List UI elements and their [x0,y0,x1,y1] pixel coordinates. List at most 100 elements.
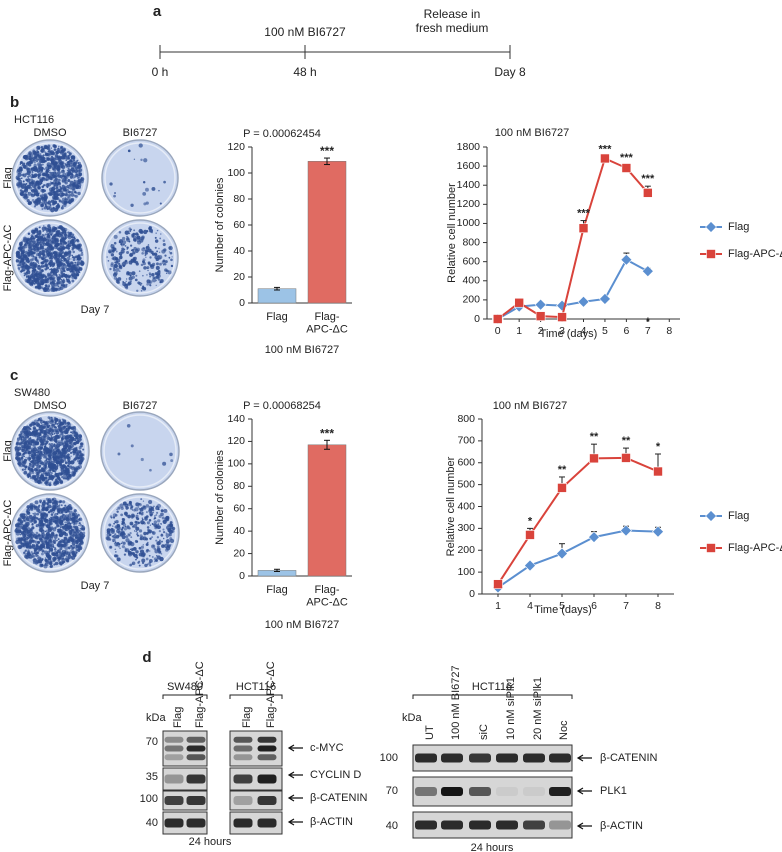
colony [48,528,52,533]
blot-caption: 24 hours [471,842,514,852]
colony [40,474,43,477]
colony [125,506,129,510]
y-tick-label: 1600 [457,160,481,172]
colony [116,524,119,527]
colony [36,278,40,282]
colony [61,418,64,421]
colony [140,520,145,525]
colony [70,544,74,548]
colony [162,537,165,540]
colony [33,163,37,167]
colony [141,552,146,557]
colony [45,497,49,501]
plate [10,493,90,573]
colony [130,444,134,448]
colony [153,265,155,267]
colony [67,539,70,542]
colony [44,236,46,239]
colony [33,550,38,555]
x-tick-label: 0 [495,325,501,337]
colony [64,444,68,448]
colony [25,240,29,243]
colony [53,548,57,551]
colony [160,233,162,235]
plate-caption: Day 7 [81,304,110,316]
colony [72,525,76,529]
colony [67,161,70,164]
colony [56,422,59,425]
colony [134,539,138,543]
colony [76,545,78,548]
colony [78,450,82,454]
colony [171,256,173,258]
colony [109,546,112,549]
colony [68,463,70,466]
colony [50,233,52,236]
colony [114,533,117,536]
colony [44,512,47,515]
colony [62,254,66,259]
protein-label: β-ACTIN [600,820,643,832]
colony [60,454,64,459]
kda-marker: 70 [386,785,398,797]
colony [68,194,70,197]
colony [64,457,67,459]
colony [63,242,66,244]
colony [73,434,76,437]
colony [48,420,51,423]
colony [41,446,44,448]
colony [145,256,147,259]
colony [40,181,43,184]
colony [53,546,55,548]
colony [31,552,34,555]
colony [121,251,123,254]
colony [41,425,46,430]
colony [144,254,147,257]
x-axis-label: Time (days) [540,328,598,340]
colony [62,237,67,241]
colony [147,530,151,534]
colony [76,453,79,456]
marker [706,249,716,259]
y-tick-label: 40 [233,245,245,257]
y-tick-label: 100 [227,458,245,470]
colony [41,479,44,481]
colony [73,452,75,454]
colony [74,169,78,174]
colony [120,542,123,545]
colony [36,275,38,277]
colony [161,516,165,520]
colony [42,230,45,232]
colony [113,234,118,239]
colony [46,246,50,249]
colony [78,517,83,522]
colony [66,520,71,525]
colony [46,460,50,464]
colony [66,169,69,172]
colony [72,236,76,239]
colony [70,455,72,457]
colony [61,184,65,188]
colony [169,521,173,525]
colony [33,205,37,208]
colony [61,539,66,544]
colony [135,502,140,507]
band [496,753,518,763]
colony [67,247,70,250]
colony [32,558,37,563]
colony [160,533,164,537]
colony [127,533,130,536]
colony [52,457,57,462]
colony [121,545,125,549]
colony [76,239,80,243]
colony [135,260,139,264]
colony [65,517,70,522]
colony [31,554,36,558]
colony [120,530,125,535]
colony [43,452,46,455]
colony [77,161,80,165]
colony [46,436,51,441]
x-tick-label: 5 [602,325,608,337]
colony [49,456,52,459]
colony [31,523,34,526]
